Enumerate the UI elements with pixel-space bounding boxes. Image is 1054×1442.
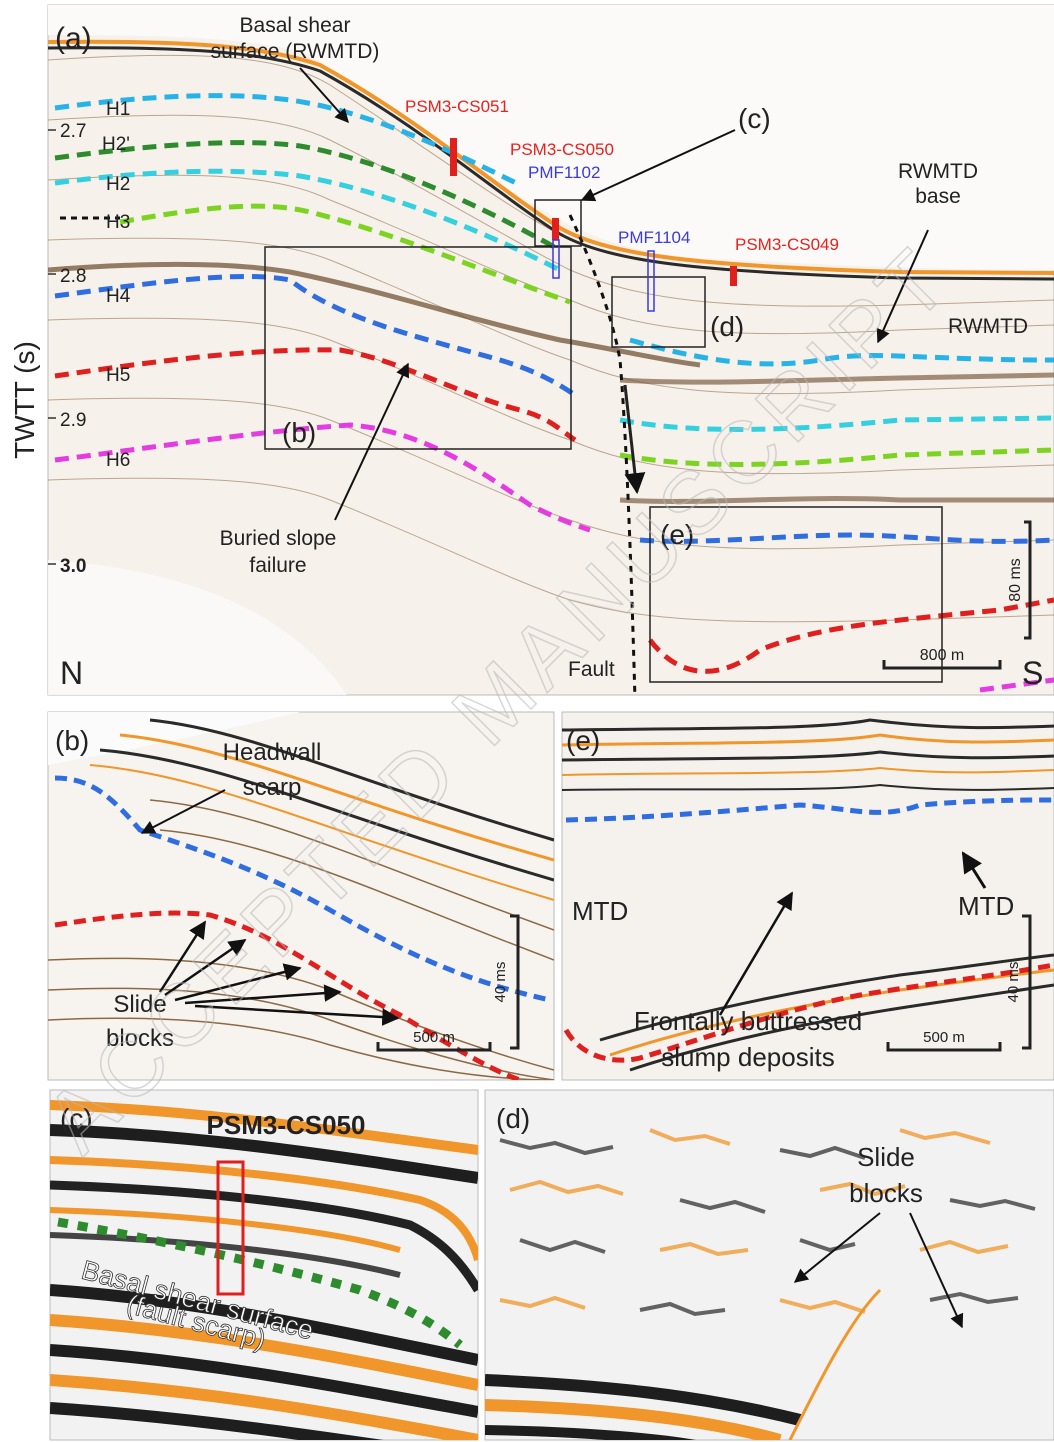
horizon-h2p-line: [54, 140, 562, 253]
box-c-outline: [534, 199, 582, 247]
panel-c-core-box: [216, 1160, 245, 1296]
headwall-label-2: scarp: [243, 774, 302, 801]
slide-blocks-d-1: Slide: [857, 1142, 915, 1172]
panel-d-letter: (d): [496, 1103, 530, 1134]
tick-2-7: 2.7: [60, 121, 86, 142]
horizon-h4-line: [54, 273, 577, 398]
panel-a-letter: (a): [55, 22, 92, 55]
fault-label: Fault: [568, 658, 615, 681]
buried-failure-label-2: failure: [249, 554, 306, 577]
vscale-a: [1024, 520, 1032, 640]
panel-e-red-horizon: [563, 962, 1054, 1063]
horizon-h3-line: [119, 203, 571, 305]
core-label-pmf1104: PMF1104: [618, 228, 690, 247]
panel-b: (b) Headwall scarp Slide blocks 40 ms 50…: [47, 711, 555, 1081]
core-marker-pmf1102: [552, 239, 560, 279]
slide-blocks-b-1: Slide: [113, 991, 166, 1018]
panel-c-letter: (c): [60, 1103, 93, 1134]
vscale-b-label: 40 ms: [492, 962, 509, 1003]
mtd-left-label: MTD: [572, 896, 628, 926]
frontal-label-2: slump deposits: [661, 1042, 834, 1072]
core-label-cs050: PSM3-CS050: [510, 140, 614, 159]
tick-2-9: 2.9: [60, 410, 86, 431]
panel-b-letter: (b): [55, 725, 89, 756]
core-label-cs049: PSM3-CS049: [735, 235, 839, 254]
hscale-a-label: 800 m: [920, 647, 964, 664]
core-label-pmf1102: PMF1102: [528, 163, 600, 182]
horizon-h6-line: [54, 422, 591, 533]
panel-e-blue-horizon: [565, 797, 1054, 823]
hscale-e-label: 500 m: [923, 1029, 965, 1046]
frontal-label-1: Frontally buttressed: [634, 1006, 862, 1036]
panel-d: (d) Slide blocks: [484, 1089, 1054, 1441]
vscale-a-label: 80 ms: [1007, 558, 1024, 602]
horizon-h6-label: H6: [106, 450, 130, 471]
core-label-cs051: PSM3-CS051: [405, 97, 509, 116]
horizon-h1-label: H1: [106, 99, 130, 120]
north-label: N: [60, 655, 83, 691]
vscale-e: [1022, 914, 1032, 1050]
horizon-h2-label: H2: [106, 174, 130, 195]
panel-b-blue-horizon: [54, 775, 551, 1003]
hscale-b-label: 500 m: [413, 1029, 455, 1046]
basal-shear-label-2: surface (RWMTD): [211, 40, 380, 63]
rwmtd-base-label-1: RWMTD: [898, 160, 978, 183]
y-axis-label: TWTT (s): [9, 341, 40, 459]
vscale-b: [510, 914, 520, 1050]
slide-blocks-d-2: blocks: [849, 1178, 923, 1208]
headwall-label-1: Headwall: [223, 739, 322, 766]
box-b-outline: [264, 246, 572, 450]
hscale-b: [376, 1042, 492, 1052]
fault-line: [568, 214, 637, 695]
rwmtd-label: RWMTD: [948, 315, 1028, 338]
horizon-h2-line: [54, 168, 562, 273]
panel-a: (a) TWTT (s) 2.7 2.8 2.9 3.0 H1 H2' H2 H…: [9, 4, 1054, 696]
core-marker-cs051: [450, 138, 457, 176]
tick-3-0: 3.0: [60, 556, 86, 577]
mtd-right-label: MTD: [958, 891, 1014, 921]
horizon-h5-line: [54, 347, 577, 443]
panel-e: (e) MTD MTD Frontally buttressed slump d…: [561, 711, 1054, 1081]
horizon-h5-label: H5: [106, 365, 130, 386]
box-d-label: (d): [710, 311, 744, 342]
panel-a-seismic: [48, 5, 1054, 695]
horizon-h2p-label: H2': [102, 134, 130, 155]
tick-2-8: 2.8: [60, 266, 86, 287]
panel-c: (c) PSM3-CS050 Basal shear surface (faul…: [49, 1089, 479, 1441]
box-d-outline: [611, 276, 706, 348]
box-e-label: (e): [660, 519, 694, 550]
panel-e-letter: (e): [566, 725, 600, 756]
slide-blocks-b-2: blocks: [106, 1025, 174, 1052]
box-e-outline: [649, 506, 943, 683]
south-label: S: [1022, 655, 1043, 691]
panel-c-basal-surface: [57, 1217, 463, 1349]
box-b-label: (b): [282, 417, 316, 448]
rwmtd-base-label-2: base: [915, 185, 961, 208]
horizon-h3-label: H3: [106, 212, 130, 233]
core-marker-cs050: [552, 218, 559, 240]
core-marker-cs049: [730, 266, 737, 286]
vscale-e-label: 40 ms: [1005, 962, 1022, 1003]
basal-shear-label-1: Basal shear: [240, 14, 351, 37]
hscale-a: [882, 660, 1002, 670]
box-c-label: (c): [738, 103, 771, 134]
panel-c-core-label: PSM3-CS050: [207, 1110, 366, 1140]
core-marker-pmf1104: [647, 250, 655, 312]
axis-ticks: [48, 129, 56, 565]
buried-failure-label-1: Buried slope: [220, 527, 337, 550]
horizon-h4-label: H4: [106, 286, 131, 307]
hscale-e: [886, 1042, 1002, 1052]
